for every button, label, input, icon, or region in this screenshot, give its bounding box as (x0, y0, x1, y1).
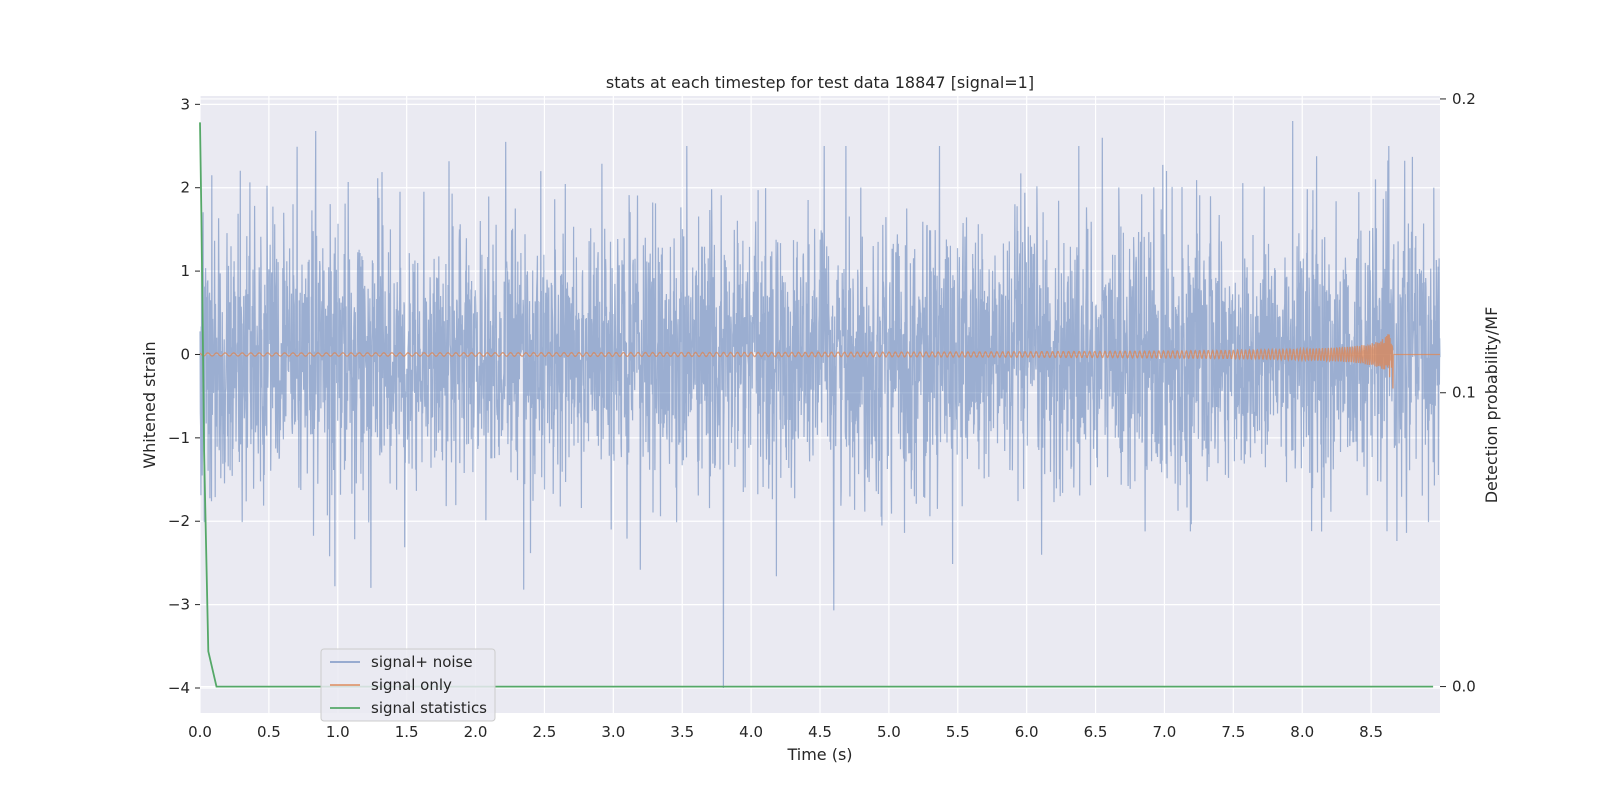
series-signal-noise (199, 120, 1441, 689)
y-tick-label-4: 0 (180, 345, 190, 363)
y-tick-label-5: 1 (180, 262, 190, 280)
y2-tick-label-2: 0.2 (1452, 90, 1476, 108)
x-tick-label-1: 0.5 (257, 723, 281, 741)
chart-title: stats at each timestep for test data 188… (606, 73, 1034, 92)
series-signal-only (199, 334, 1440, 389)
y-tick-label-0: −4 (168, 679, 190, 697)
x-tick-label-12: 6.0 (1015, 723, 1039, 741)
x-tick-label-3: 1.5 (395, 723, 419, 741)
legend-box (320, 648, 496, 722)
legend-label-signal-noise: signal+ noise (371, 653, 473, 671)
x-axis-ticks: 0.0 0.5 1.0 1.5 2.0 2.5 3.0 3.5 4.0 4.5 5.0 5.5 6.0 6… (188, 723, 1383, 741)
y-axis-label: Whitened strain (140, 341, 159, 468)
x-tick-label-17: 8.5 (1359, 723, 1383, 741)
x-tick-label-8: 4.0 (739, 723, 763, 741)
x-tick-label-13: 6.5 (1084, 723, 1108, 741)
x-tick-label-5: 2.5 (533, 723, 557, 741)
x-axis-label: Time (s) (786, 745, 852, 764)
y-tick-label-3: −1 (168, 429, 190, 447)
y-axis-ticks: −4 −3 −2 −1 0 1 2 3 (168, 95, 200, 697)
y-tick-label-1: −3 (168, 596, 190, 614)
y2-tick-label-0: 0.0 (1452, 678, 1476, 696)
y2-axis-ticks: 0.0 0.1 0.2 (1440, 90, 1476, 696)
y2-axis-label: Detection probability/MF (1482, 307, 1501, 504)
x-tick-label-16: 8.0 (1290, 723, 1314, 741)
x-tick-label-11: 5.5 (946, 723, 970, 741)
legend-label-signal-only: signal only (371, 676, 452, 694)
x-tick-label-10: 5.0 (877, 723, 901, 741)
x-tick-label-7: 3.5 (670, 723, 694, 741)
x-tick-label-4: 2.0 (464, 723, 488, 741)
y-tick-label-7: 3 (180, 95, 190, 113)
x-tick-label-2: 1.0 (326, 723, 350, 741)
x-tick-label-0: 0.0 (188, 723, 212, 741)
x-tick-label-15: 7.5 (1221, 723, 1245, 741)
legend-label-signal-statistics: signal statistics (371, 699, 487, 717)
y2-tick-label-1: 0.1 (1452, 384, 1476, 402)
y-tick-label-6: 2 (180, 179, 190, 197)
grid-lines (199, 96, 1440, 713)
legend: signal+ noise signal only signal statist… (320, 648, 496, 722)
y-tick-label-2: −2 (168, 512, 190, 530)
x-tick-label-14: 7.0 (1153, 723, 1177, 741)
x-tick-label-6: 3.0 (601, 723, 625, 741)
x-tick-label-9: 4.5 (808, 723, 832, 741)
